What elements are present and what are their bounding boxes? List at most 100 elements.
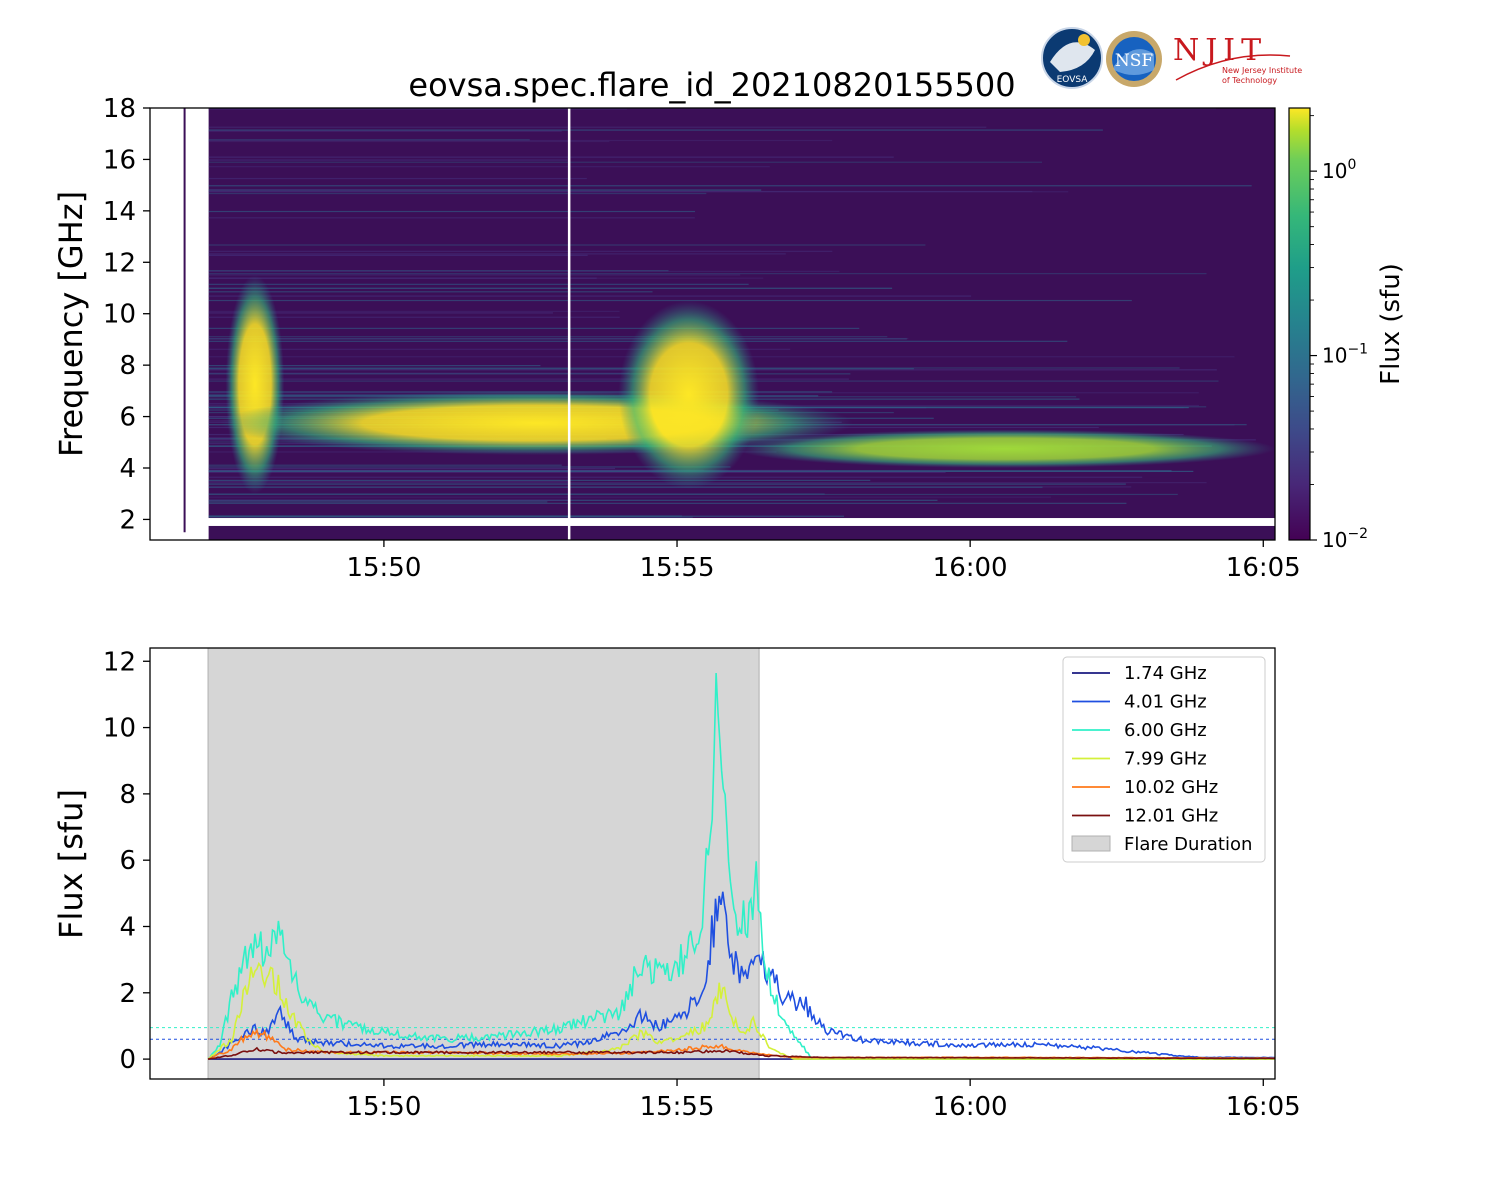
spectrum-noise-streak bbox=[208, 516, 693, 518]
spectrum-noise-streak bbox=[208, 139, 530, 141]
spectrum-noise-streak bbox=[208, 493, 1178, 496]
spectrum-noise-streak bbox=[208, 515, 682, 517]
spectrum-noise-streak bbox=[208, 191, 1069, 193]
spectrum-y-tick-label: 2 bbox=[119, 505, 136, 535]
lightcurve-y-tick-label: 8 bbox=[119, 780, 136, 810]
spectrum-noise-streak bbox=[208, 348, 791, 350]
lightcurve-x-tick-label: 15:50 bbox=[346, 1092, 421, 1122]
spectrum-y-tick-label: 4 bbox=[119, 454, 136, 484]
spectrum-noise-streak bbox=[208, 287, 893, 289]
spectrum-noise-streak bbox=[208, 244, 926, 246]
lightcurve-y-tick-label: 12 bbox=[103, 647, 136, 677]
series-line-4-01-GHz bbox=[207, 891, 1275, 1060]
lightcurve-y-label: Flux [sfu] bbox=[52, 789, 90, 939]
spectrum-noise-streak bbox=[208, 140, 610, 143]
spectrum-y-tick-label: 10 bbox=[103, 300, 136, 330]
spectrum-noise-streak bbox=[208, 291, 653, 293]
spectrum-noise-streak bbox=[208, 166, 770, 168]
svg-text:New Jersey Institute: New Jersey Institute bbox=[1222, 66, 1302, 75]
spectrum-emission-region bbox=[618, 300, 760, 489]
spectrum-y-label: Frequency [GHz] bbox=[52, 191, 90, 457]
series-line-7-99-GHz bbox=[207, 961, 1275, 1060]
spectrum-emission-region bbox=[225, 275, 285, 494]
colorbar-tick-label: 10−2 bbox=[1322, 526, 1368, 552]
eovsa-logo: EOVSA bbox=[1041, 27, 1103, 89]
spectrum-noise-streak bbox=[208, 378, 849, 380]
spectrum-y-tick-label: 6 bbox=[119, 403, 136, 433]
lightcurve-frame bbox=[149, 647, 1276, 1080]
spectrum-image bbox=[183, 108, 1276, 540]
spectrum-y-tick-label: 14 bbox=[103, 197, 136, 227]
spectrum-noise-streak bbox=[208, 312, 553, 314]
njit-logo: NJIT New Jersey Institute of Technology bbox=[1173, 33, 1302, 85]
spectrum-y-tick-label: 8 bbox=[119, 351, 136, 381]
spectrum-noise-streak bbox=[208, 469, 826, 472]
svg-text:of Technology: of Technology bbox=[1222, 76, 1277, 85]
legend-entry: Flare Duration bbox=[1124, 834, 1252, 855]
figure-title: eovsa.spec.flare_id_20210820155500 bbox=[408, 66, 1015, 104]
colorbar-label: Flux (sfu) bbox=[1376, 263, 1406, 385]
spectrum-noise-streak bbox=[208, 139, 833, 142]
spectrum-x-tick-label: 15:50 bbox=[346, 553, 421, 583]
spectrum-frame bbox=[149, 107, 1276, 541]
spectrum-noise-streak bbox=[208, 483, 1126, 485]
spectrum-noise-streak bbox=[208, 156, 894, 158]
spectrum-noise-streak bbox=[208, 295, 972, 297]
legend-box bbox=[1062, 656, 1266, 863]
spectrum-noise-streak bbox=[208, 373, 851, 375]
spectrum-noise-streak bbox=[208, 161, 1043, 163]
spectrum-noise-streak bbox=[208, 327, 860, 329]
nsf-logo: NSF bbox=[1106, 31, 1162, 87]
legend-entry: 10.02 GHz bbox=[1124, 777, 1218, 798]
legend-entry: 4.01 GHz bbox=[1124, 692, 1207, 713]
spectrum-noise-streak bbox=[208, 283, 749, 285]
spectrum-noise-streak bbox=[208, 192, 707, 195]
series-line-12-01-GHz bbox=[207, 1046, 1276, 1060]
spectrum-y-tick-label: 18 bbox=[103, 94, 136, 124]
spectrum-noise-streak bbox=[208, 274, 741, 276]
spectrum-noise-streak bbox=[208, 338, 907, 340]
spectrum-noise-streak bbox=[208, 108, 627, 110]
spectrum-panel: 2 4 6 8 10 12 14 16 18 15:50 15:55 16:00 16:05 Freq… bbox=[52, 94, 1301, 583]
spectrum-y-tick-label: 16 bbox=[103, 145, 136, 175]
spectrum-noise-streak bbox=[208, 479, 871, 481]
legend-entry: 6.00 GHz bbox=[1124, 720, 1207, 741]
lightcurve-y-tick-label: 4 bbox=[119, 912, 136, 942]
lightcurve-y-tick-label: 2 bbox=[119, 979, 136, 1009]
spectrum-noise-streak bbox=[208, 270, 669, 272]
lightcurve-y-tick-label: 10 bbox=[103, 714, 136, 744]
spectrum-background-low-band bbox=[208, 525, 1276, 540]
legend: 1.74 GHz 4.01 GHz 6.00 GHz 7.99 GHz 10.02 GH… bbox=[1062, 656, 1266, 863]
spectrum-y-axis: 2 4 6 8 10 12 14 16 18 bbox=[103, 94, 150, 535]
spectrum-noise-streak bbox=[208, 253, 786, 255]
spectrum-noise-streak bbox=[208, 515, 844, 517]
spectrum-noise-streak bbox=[208, 499, 571, 501]
spectrum-noise-streak bbox=[208, 496, 1051, 498]
svg-text:NSF: NSF bbox=[1115, 51, 1154, 71]
spectrum-emission-region bbox=[735, 429, 1275, 469]
spectrum-gap-column bbox=[190, 108, 201, 540]
spectrum-noise-streak bbox=[208, 190, 1033, 193]
lightcurve-x-tick-label: 16:00 bbox=[933, 1092, 1008, 1122]
spectrum-noise-streak bbox=[208, 466, 731, 468]
spectrum-x-tick-label: 15:55 bbox=[640, 553, 715, 583]
spectrum-noise-streak bbox=[208, 372, 630, 374]
spectrum-x-tick-label: 16:00 bbox=[933, 553, 1008, 583]
spectrum-noise-streak bbox=[208, 499, 938, 501]
spectrum-x-axis: 15:50 15:55 16:00 16:05 bbox=[346, 540, 1301, 583]
spectrum-noise-streak bbox=[208, 337, 909, 340]
spectrum-noise-streak bbox=[208, 502, 1127, 504]
spectrum-noise-streak bbox=[208, 310, 620, 312]
spectrum-noise-streak bbox=[208, 467, 616, 470]
colorbar-tick-label: 10−1 bbox=[1322, 342, 1368, 368]
spectrum-noise-streak bbox=[208, 210, 696, 213]
spectrum-noise-streak bbox=[208, 126, 987, 128]
spectrum-noise-streak bbox=[208, 277, 597, 279]
spectrum-noise-streak bbox=[208, 471, 946, 473]
lightcurve-x-tick-label: 15:55 bbox=[640, 1092, 715, 1122]
spectrum-noise-streak bbox=[208, 273, 1207, 275]
svg-text:NJIT: NJIT bbox=[1173, 33, 1267, 68]
lightcurve-y-axis: 0 2 4 6 8 10 12 bbox=[103, 647, 150, 1075]
spectrum-noise-streak bbox=[208, 480, 570, 483]
spectrum-noise-streak bbox=[208, 501, 548, 503]
